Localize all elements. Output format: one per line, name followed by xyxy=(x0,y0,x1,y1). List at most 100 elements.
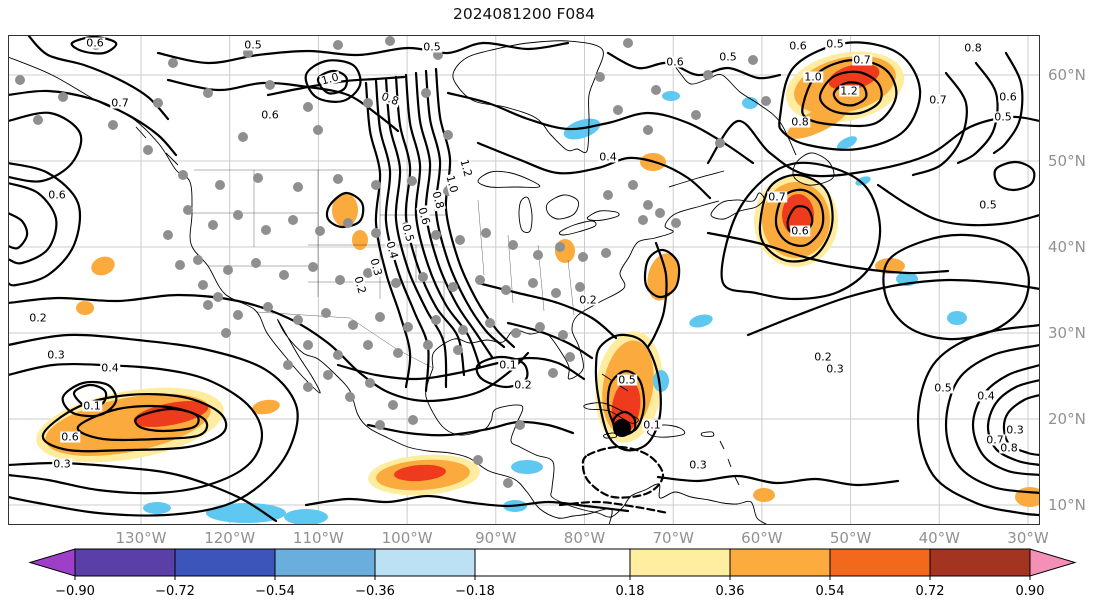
station-dot xyxy=(203,88,213,98)
contour-line xyxy=(606,369,646,435)
station-dot xyxy=(15,75,25,85)
anomaly-patch-blue xyxy=(206,503,286,523)
lat-tick-label: 40°N xyxy=(1048,238,1086,256)
anomaly-patch-blue xyxy=(855,176,871,186)
station-dot xyxy=(555,242,565,252)
contour-line xyxy=(336,356,586,381)
contour-line xyxy=(8,181,58,265)
station-dot xyxy=(628,180,638,190)
station-dot xyxy=(183,205,193,215)
coastlines xyxy=(8,40,835,525)
station-dot xyxy=(613,105,623,115)
contour-line xyxy=(304,494,630,513)
coastline xyxy=(619,385,629,392)
station-dot xyxy=(453,345,463,355)
station-dot xyxy=(175,260,185,270)
colorbar-segment xyxy=(274,548,376,577)
contour-line xyxy=(646,241,668,349)
anomaly-patch-orange xyxy=(76,301,94,315)
anomaly-patch-blue xyxy=(284,509,328,525)
anomaly-patch-blue xyxy=(511,460,543,474)
lat-tick-label: 20°N xyxy=(1048,410,1086,428)
station-dot xyxy=(208,220,218,230)
contour-label: 0.8 xyxy=(999,441,1019,455)
station-dot xyxy=(203,300,213,310)
station-dot xyxy=(323,370,333,380)
chart-title: 2024081200 F084 xyxy=(452,5,596,23)
contour-line xyxy=(594,333,662,452)
contour-line xyxy=(832,81,868,107)
contour-line xyxy=(986,378,1040,467)
contour-line xyxy=(8,111,83,183)
contour-line xyxy=(992,51,1024,155)
station-dot xyxy=(433,50,443,60)
contour-line xyxy=(476,141,712,200)
station-dot xyxy=(108,120,118,130)
colorbar-tick-label: 0.18 xyxy=(616,584,645,599)
station-dot xyxy=(603,190,613,200)
contour-label: 0.3 xyxy=(688,458,708,472)
station-dot xyxy=(431,230,441,240)
station-dot xyxy=(511,328,521,338)
border-line xyxy=(567,259,575,316)
coastline xyxy=(431,200,720,380)
plot-border xyxy=(8,35,1040,525)
contour-line xyxy=(434,67,516,349)
colorbar-segment xyxy=(74,548,176,577)
station-dot xyxy=(443,130,453,140)
station-dot xyxy=(193,255,203,265)
contour-line xyxy=(414,71,494,359)
contour-line xyxy=(134,407,200,433)
map-plot: 0.5 0.6 1.0 0.5 0.8 0.6 0.7 0.6 0.5 0.6 0.5 0.7 0.8 1… xyxy=(8,35,1040,525)
anomaly-patch-orange xyxy=(875,258,905,274)
anomaly-patch-blue xyxy=(947,311,967,325)
anomaly-patch-red xyxy=(394,464,446,482)
contour-line xyxy=(818,70,883,115)
coastline xyxy=(583,402,639,424)
contour-line xyxy=(786,205,814,235)
station-dot xyxy=(508,240,518,250)
contour-line xyxy=(8,211,29,250)
station-dot xyxy=(601,248,611,258)
contour-line xyxy=(41,392,228,453)
station-dot xyxy=(198,280,208,290)
contour-line xyxy=(8,161,82,287)
station-dot xyxy=(703,70,713,80)
anomaly-patch-blue xyxy=(742,97,758,109)
station-dot xyxy=(33,115,43,125)
contour-label: 0.5 xyxy=(978,198,998,212)
station-dot xyxy=(548,368,558,378)
contour-label: 0.1 xyxy=(82,399,102,413)
station-dot xyxy=(263,302,273,312)
station-dot xyxy=(303,382,313,392)
station-dot xyxy=(213,292,223,302)
station-dot xyxy=(333,174,343,184)
contour-label: 0.3 xyxy=(1005,423,1025,437)
station-dot xyxy=(279,270,289,280)
contour-label: 0.7 xyxy=(110,96,130,110)
station-dot xyxy=(243,48,253,58)
station-dot xyxy=(303,340,313,350)
anomaly-patch-orange xyxy=(753,488,775,502)
station-dot xyxy=(407,176,417,186)
station-dot xyxy=(423,340,433,350)
station-dot xyxy=(558,330,568,340)
station-dot xyxy=(58,92,68,102)
contour-label: 0.5 xyxy=(422,40,442,54)
station-dot xyxy=(375,420,385,430)
station-dot xyxy=(501,285,511,295)
contour-lines xyxy=(8,35,1040,523)
coastline xyxy=(719,440,725,450)
station-dot xyxy=(651,85,661,95)
station-dot xyxy=(288,215,298,225)
lat-tick-label: 60°N xyxy=(1048,66,1086,84)
contour-label: 0.8 xyxy=(790,115,810,129)
station-dot xyxy=(168,58,178,68)
station-dot xyxy=(283,360,293,370)
coastline xyxy=(601,373,612,381)
colorbar-segment xyxy=(374,548,476,577)
contour-line xyxy=(1002,393,1040,457)
colorbar-tick-label: 0.72 xyxy=(916,584,945,599)
station-dot xyxy=(761,96,771,106)
colorbar-segment xyxy=(629,548,731,577)
